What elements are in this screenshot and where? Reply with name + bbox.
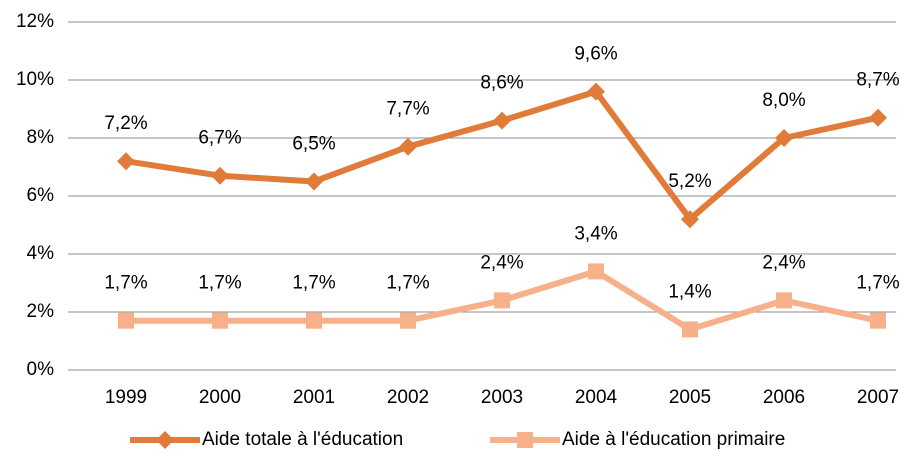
marker: [682, 321, 698, 338]
data-label: 1,7%: [198, 273, 241, 294]
data-label: 7,2%: [104, 113, 147, 134]
marker: [775, 129, 793, 147]
y-tick-label: 6%: [27, 185, 55, 206]
data-label: 5,2%: [668, 171, 711, 192]
marker: [870, 312, 886, 329]
x-tick-label: 2006: [763, 387, 805, 408]
marker: [305, 172, 323, 191]
data-label: 8,0%: [762, 90, 805, 111]
legend-label: Aide totale à l'éducation: [202, 429, 403, 450]
marker: [493, 111, 511, 130]
data-label: 2,4%: [480, 252, 523, 273]
marker: [399, 137, 417, 156]
x-tick-label: 2001: [293, 387, 335, 408]
x-tick-label: 2003: [481, 387, 523, 408]
data-label: 2,4%: [762, 252, 805, 273]
data-label: 1,7%: [856, 273, 899, 294]
marker: [494, 292, 510, 309]
marker: [587, 82, 605, 101]
marker: [588, 263, 604, 280]
marker: [212, 312, 228, 329]
legend-marker: [517, 432, 533, 448]
marker: [211, 166, 229, 185]
data-label: 1,7%: [104, 273, 147, 294]
y-tick-label: 12%: [16, 11, 54, 32]
y-tick-label: 8%: [27, 127, 55, 148]
x-tick-label: 2000: [199, 387, 241, 408]
marker: [776, 292, 792, 309]
data-label: 6,5%: [292, 134, 335, 155]
marker: [400, 312, 416, 329]
x-tick-label: 2005: [669, 387, 711, 408]
data-label: 1,7%: [386, 273, 429, 294]
y-tick-label: 0%: [27, 359, 55, 380]
x-tick-label: 2004: [575, 387, 618, 408]
marker: [306, 312, 322, 329]
data-label: 8,7%: [856, 70, 899, 91]
marker: [869, 108, 887, 127]
data-label: 6,7%: [198, 128, 241, 149]
data-label: 7,7%: [386, 99, 429, 120]
data-label: 1,7%: [292, 273, 335, 294]
y-tick-label: 10%: [16, 69, 54, 90]
data-label: 8,6%: [480, 73, 523, 94]
x-tick-label: 1999: [105, 387, 147, 408]
data-label: 9,6%: [574, 44, 617, 65]
marker: [681, 210, 699, 229]
legend-marker: [156, 431, 174, 449]
marker: [117, 152, 135, 171]
data-label: 1,4%: [668, 281, 711, 302]
y-tick-label: 2%: [27, 301, 55, 322]
x-tick-label: 2002: [387, 387, 429, 408]
data-label: 3,4%: [574, 223, 617, 244]
legend-label: Aide à l'éducation primaire: [562, 429, 785, 450]
y-tick-label: 4%: [27, 243, 55, 264]
marker: [118, 312, 134, 329]
x-tick-label: 2007: [857, 387, 899, 408]
